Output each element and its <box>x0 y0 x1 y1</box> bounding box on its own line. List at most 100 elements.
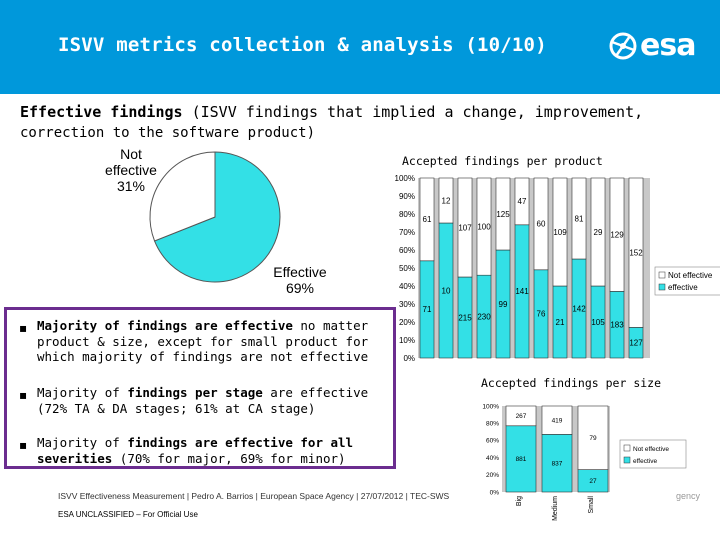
bullet-2-plain: Majority of <box>37 385 128 400</box>
product-y-tick: 90% <box>399 192 415 201</box>
product-y-tick: 10% <box>399 336 415 345</box>
size-legend <box>619 439 687 469</box>
product-label-not-effective: 125 <box>496 210 510 219</box>
esa-globe-icon <box>609 32 637 60</box>
product-y-tick: 30% <box>399 300 415 309</box>
product-label-not-effective: 129 <box>610 231 624 240</box>
slide-header: ISVV metrics collection & analysis (10/1… <box>0 0 720 94</box>
product-legend-swatch <box>658 271 666 279</box>
product-bar-not-effective <box>495 177 511 251</box>
product-label-effective: 71 <box>423 305 432 314</box>
bullet-marker: ▪ <box>19 321 28 335</box>
product-label-effective: 105 <box>591 318 605 327</box>
pie-label-not-effective: Not effective 31% <box>105 146 157 194</box>
size-y-tick: 20% <box>486 472 499 479</box>
product-legend <box>654 266 720 296</box>
product-chart-title: Accepted findings per product <box>402 154 603 168</box>
bullet-3-plain: Majority of <box>37 435 128 450</box>
bullet-marker: ▪ <box>19 438 28 452</box>
product-label-not-effective: 81 <box>575 214 584 223</box>
size-bar-chart: 0% 20% 40% 60% 80% 100% 881 267 Big 837 419 Medium 2… <box>482 403 687 521</box>
size-y-tick: 0% <box>490 489 500 496</box>
subtitle-bold: Effective findings <box>20 103 183 121</box>
product-bar-chart: 0% 10% 20% 30% 40% 50% 60% 70% 80% 90% 100% 71 61 10 1… <box>395 174 720 363</box>
product-bar-not-effective <box>609 177 625 292</box>
size-label-not-effective: 79 <box>589 435 597 442</box>
section-subtitle: Effective findings (ISVV findings that i… <box>20 103 643 121</box>
size-chart-title: Accepted findings per size <box>481 376 662 390</box>
product-y-tick: 70% <box>399 228 415 237</box>
footer-credits: ISVV Effectiveness Measurement | Pedro A… <box>58 491 450 501</box>
bullet-3-bold: findings are effective for all severitie… <box>37 435 354 466</box>
bullet-1-rest: no matter product & size, except for sma… <box>37 318 369 364</box>
product-bar-not-effective <box>533 177 549 271</box>
size-legend-entry: Not effective <box>633 446 669 453</box>
product-label-not-effective: 100 <box>477 222 491 231</box>
size-label-effective: 837 <box>552 460 563 467</box>
product-label-effective: 127 <box>629 339 643 348</box>
size-bar-not-effective <box>505 405 537 427</box>
size-bar-effective <box>541 434 573 493</box>
product-y-tick: 0% <box>403 354 415 363</box>
bullet-1: Majority of findings are effective no ma… <box>37 318 393 365</box>
bullet-2: Majority of findings per stage are effec… <box>37 385 393 416</box>
footer-classification: ESA UNCLASSIFIED – For Official Use <box>58 510 198 519</box>
bullet-1-bold: Majority of findings are effective <box>37 318 293 333</box>
size-bar-not-effective <box>541 405 573 435</box>
bullet-marker: ▪ <box>19 388 28 402</box>
size-legend-entry: effective <box>633 458 657 465</box>
size-bar-not-effective <box>577 405 609 470</box>
size-y-tick: 40% <box>486 455 499 462</box>
esa-logo-text: esa <box>640 28 696 63</box>
product-y-tick: 40% <box>399 282 415 291</box>
size-label-effective: 27 <box>589 478 597 485</box>
product-label-effective: 230 <box>477 312 491 321</box>
pie-label-effective: Effective 69% <box>273 264 327 296</box>
product-label-not-effective: 107 <box>458 223 472 232</box>
size-y-tick: 100% <box>482 403 499 410</box>
product-bar-not-effective <box>590 177 606 287</box>
product-bar-not-effective <box>419 177 435 262</box>
bullet-3-rest: (70% for major, 69% for minor) <box>112 450 346 466</box>
product-label-effective: 183 <box>610 321 624 330</box>
product-label-effective: 21 <box>556 318 565 327</box>
slide-title: ISVV metrics collection & analysis (10/1… <box>58 34 547 56</box>
product-label-effective: 142 <box>572 304 586 313</box>
product-legend-entry: effective <box>668 283 698 292</box>
product-bar-not-effective <box>438 177 454 224</box>
pie-slice-effective <box>153 151 281 283</box>
size-y-tick: 60% <box>486 438 499 445</box>
product-y-tick: 80% <box>399 210 415 219</box>
size-category-label: Small <box>588 496 595 514</box>
product-y-tick: 60% <box>399 246 415 255</box>
bullet-2-rest: are effective (72% TA & DA stages; 61% a… <box>37 385 369 416</box>
product-bar-not-effective <box>514 177 530 226</box>
size-label-not-effective: 267 <box>516 413 527 420</box>
product-label-not-effective: 12 <box>442 196 451 205</box>
product-label-effective: 215 <box>458 313 472 322</box>
product-label-not-effective: 152 <box>629 249 643 258</box>
section-subtitle-line2: correction to the software product) <box>20 125 316 141</box>
size-label-not-effective: 419 <box>552 417 563 424</box>
product-label-effective: 141 <box>515 287 529 296</box>
size-label-effective: 881 <box>516 456 527 463</box>
subtitle-rest: (ISVV findings that implied a change, im… <box>182 103 644 121</box>
product-bar-not-effective <box>457 177 473 278</box>
product-bar-not-effective <box>552 177 568 287</box>
footer-agency-fragment: gency <box>676 491 701 501</box>
product-label-not-effective: 109 <box>553 228 567 237</box>
product-label-not-effective: 47 <box>518 197 527 206</box>
key-findings-box: ▪ Majority of findings are effective no … <box>4 307 396 469</box>
size-bar-effective <box>505 425 537 493</box>
product-legend-entry: Not effective <box>668 271 713 280</box>
product-legend-swatch <box>658 283 666 291</box>
product-bar-not-effective <box>476 177 492 276</box>
product-label-not-effective: 29 <box>594 228 603 237</box>
product-label-not-effective: 61 <box>423 215 432 224</box>
product-label-effective: 99 <box>499 300 508 309</box>
size-legend-swatch <box>623 444 631 452</box>
product-y-tick: 50% <box>399 264 415 273</box>
product-label-effective: 10 <box>442 286 451 295</box>
size-category-label: Medium <box>552 496 559 521</box>
product-y-tick: 100% <box>395 174 415 183</box>
